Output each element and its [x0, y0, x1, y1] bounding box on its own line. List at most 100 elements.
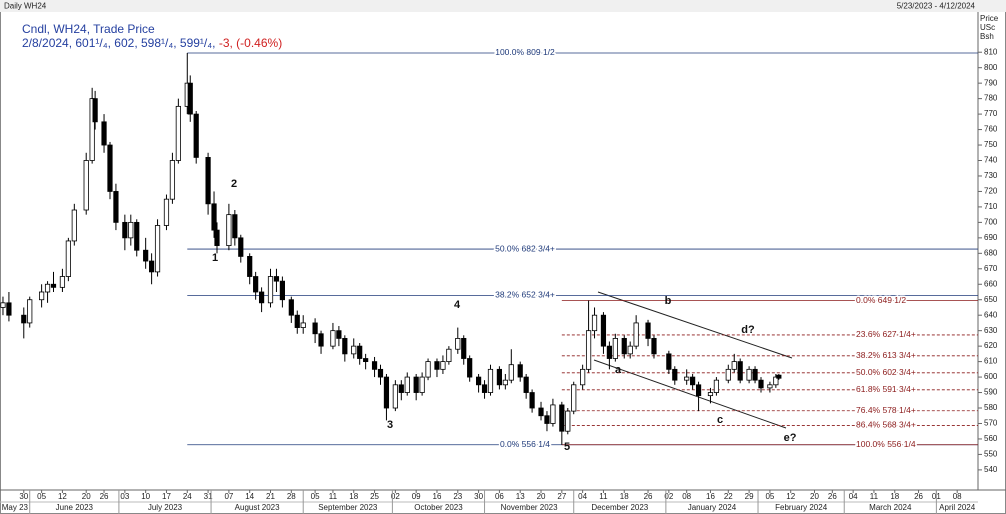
- candle-body: [318, 333, 324, 347]
- y-tick-label: 590: [984, 388, 998, 397]
- candle-body: [21, 314, 27, 324]
- candle-body: [425, 361, 431, 378]
- candle-body: [404, 376, 410, 393]
- title-bar: [0, 0, 1006, 12]
- candle-body: [258, 291, 265, 304]
- y-tick-label: 560: [984, 434, 998, 443]
- candle-body: [517, 364, 523, 378]
- candle-body: [523, 376, 529, 393]
- candle-body: [107, 144, 113, 192]
- fib-label: 50.0% 602 3/4+: [856, 367, 916, 377]
- x-tick-label: 18: [620, 492, 629, 501]
- y-tick-label: 680: [984, 248, 998, 257]
- candle-body: [606, 345, 612, 359]
- x-tick-label: 26: [100, 492, 109, 501]
- candle-body: [65, 240, 71, 277]
- candle-body: [89, 98, 95, 161]
- month-label: January 2024: [688, 503, 737, 512]
- axis-label: Bsh: [980, 32, 994, 41]
- candle-body: [253, 276, 259, 293]
- x-tick-label: 12: [58, 492, 67, 501]
- candle-body: [666, 353, 672, 370]
- candle-body: [695, 384, 702, 397]
- x-tick-label: 31: [204, 492, 213, 501]
- candle-body: [571, 384, 577, 412]
- x-tick-label: 05: [37, 492, 46, 501]
- x-tick-label: 30: [19, 492, 28, 501]
- x-tick-label: 26: [644, 492, 653, 501]
- month-label: November 2023: [501, 503, 558, 512]
- y-tick-label: 610: [984, 357, 998, 366]
- candle-body: [455, 338, 461, 350]
- candle-body: [538, 407, 544, 417]
- candle-body: [143, 249, 149, 262]
- x-tick-label: 02: [391, 492, 400, 501]
- candle-body: [83, 160, 89, 211]
- candle-body: [585, 330, 592, 370]
- candle-body: [101, 121, 107, 146]
- candle-body: [134, 221, 140, 251]
- wave-label: 5: [564, 441, 570, 453]
- wave-label: c: [717, 414, 723, 426]
- y-tick-label: 730: [984, 171, 998, 180]
- candle-body: [0, 302, 6, 308]
- x-tick-label: 17: [162, 492, 171, 501]
- fib-label: 61.8% 591 3/4+: [856, 384, 916, 394]
- y-tick-label: 810: [984, 47, 998, 56]
- channel-line: [597, 291, 793, 359]
- candle-body: [707, 392, 714, 397]
- y-tick-label: 700: [984, 217, 998, 226]
- x-tick-label: 22: [724, 492, 733, 501]
- x-tick-label: 20: [82, 492, 91, 501]
- candle-body: [238, 237, 244, 257]
- candle-body: [419, 376, 425, 393]
- candle-body: [737, 361, 743, 381]
- candle-body: [357, 345, 363, 359]
- x-tick-label: 21: [266, 492, 275, 501]
- candle-body: [550, 404, 556, 424]
- legend-values: 2/8/2024, 601¹/₄, 602, 598¹/₄, 599¹/₄, -…: [22, 36, 282, 50]
- candle-body: [39, 291, 45, 301]
- candle-body: [267, 276, 274, 304]
- month-label: February 2024: [775, 503, 828, 512]
- candle-body: [776, 374, 782, 379]
- candle-body: [342, 338, 348, 355]
- y-tick-label: 660: [984, 279, 998, 288]
- candle-body: [621, 338, 627, 355]
- fib-label: 50.0% 682 3/4+: [495, 243, 555, 253]
- candle-body: [529, 392, 535, 409]
- x-tick-label: 14: [245, 492, 254, 501]
- fib-label: 23.6% 627 1/4+: [856, 329, 916, 339]
- fib-label: 100.0% 809 1/2: [495, 47, 555, 57]
- y-tick-label: 550: [984, 450, 998, 459]
- x-tick-label: 10: [141, 492, 150, 501]
- candle-body: [92, 98, 98, 123]
- y-tick-label: 650: [984, 295, 998, 304]
- month-label: September 2023: [318, 503, 378, 512]
- y-tick-label: 630: [984, 326, 998, 335]
- candle-body: [398, 384, 404, 393]
- x-tick-label: 11: [599, 492, 608, 501]
- candle-body: [273, 276, 280, 282]
- candle-body: [232, 214, 238, 239]
- candle-body: [351, 345, 357, 355]
- candle-body: [163, 198, 170, 226]
- y-tick-label: 760: [984, 125, 998, 134]
- candle-body: [44, 283, 51, 293]
- wave-label: d?: [741, 324, 755, 336]
- month-label: March 2024: [869, 503, 912, 512]
- candle-body: [363, 358, 369, 363]
- candle-body: [767, 384, 773, 389]
- month-label: October 2023: [414, 503, 463, 512]
- candle-body: [294, 314, 300, 328]
- x-tick-label: 08: [682, 492, 691, 501]
- y-tick-label: 690: [984, 233, 998, 242]
- candle-body: [59, 276, 66, 288]
- candle-body: [214, 229, 220, 246]
- candle-body: [580, 368, 586, 386]
- fib-label: 86.4% 568 3/4+: [856, 420, 916, 430]
- candle-body: [746, 368, 752, 381]
- fib-label: 38.2% 652 3/4+: [495, 290, 555, 300]
- x-tick-label: 26: [828, 492, 837, 501]
- candle-body: [544, 415, 550, 424]
